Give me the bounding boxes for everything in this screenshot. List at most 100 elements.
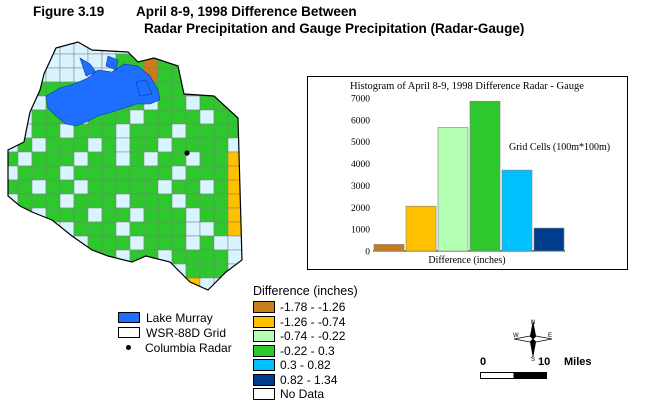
grid-cell <box>45 151 61 167</box>
grid-cell <box>185 235 201 251</box>
grid-cell <box>115 109 131 125</box>
scale-ten: 10 <box>538 356 551 368</box>
grid-cell <box>73 207 89 223</box>
grid-cell <box>31 249 47 265</box>
grid-cell <box>157 263 173 279</box>
grid-cell <box>73 249 89 265</box>
grid-cell <box>199 263 215 279</box>
grid-cell <box>213 179 229 195</box>
grid-cell <box>45 137 61 153</box>
grid-cell <box>227 235 242 251</box>
grid-cell <box>171 221 187 237</box>
grid-cell <box>157 42 173 55</box>
difference-legend-item: -1.78 - -1.26 <box>253 300 358 315</box>
grid-cell <box>129 137 145 153</box>
grid-cell <box>59 207 75 223</box>
grid-cell <box>171 137 187 153</box>
grid-cell <box>31 193 47 209</box>
grid-cell <box>213 123 229 139</box>
grid-cell <box>171 193 187 209</box>
grid-cell <box>59 67 75 83</box>
grid-cell <box>171 151 187 167</box>
grid-cell <box>241 207 242 223</box>
grid-cell <box>31 179 47 195</box>
grid-cell <box>115 221 131 237</box>
grid-cell <box>87 235 103 251</box>
grid-cell <box>59 165 75 181</box>
grid-cell <box>143 137 159 153</box>
grid-cell <box>8 53 19 69</box>
grid-cell <box>129 193 145 209</box>
columbia-radar-marker <box>184 150 190 156</box>
histogram-ytick-label: 4000 <box>351 160 370 170</box>
grid-cell <box>227 53 242 69</box>
grid-cell <box>199 207 215 223</box>
grid-cell <box>185 53 201 69</box>
grid-cell <box>241 165 242 181</box>
grid-cell <box>45 67 61 83</box>
grid-cell <box>73 179 89 195</box>
grid-cell <box>227 221 242 237</box>
grid-cell <box>17 81 33 97</box>
grid-cell <box>157 207 173 223</box>
scale-bar: 0 10 Miles <box>480 356 592 379</box>
histogram-bars <box>373 100 565 252</box>
grid-cell <box>45 235 61 251</box>
grid-cell <box>171 277 187 290</box>
lake-murray <box>45 55 161 127</box>
grid-cell <box>143 207 159 223</box>
grid-cell <box>185 221 201 237</box>
grid-cell <box>17 165 33 181</box>
grid-cell <box>101 123 117 139</box>
grid-cell <box>17 67 33 83</box>
grid-cell <box>101 235 117 251</box>
grid-cell <box>185 207 201 223</box>
grid-cell <box>17 207 33 223</box>
grid-cell <box>31 81 47 97</box>
grid-cell <box>171 109 187 125</box>
grid-cell <box>143 151 159 167</box>
grid-cell <box>101 277 117 290</box>
grid-cell <box>185 137 201 153</box>
histogram-xlabel: Difference (inches) <box>428 255 505 266</box>
grid-cell <box>241 81 242 97</box>
difference-legend-item: -0.74 - -0.22 <box>253 329 358 344</box>
grid-cell <box>241 263 242 279</box>
grid-cell <box>143 179 159 195</box>
grid-cell <box>73 221 89 237</box>
grid-cell <box>213 109 229 125</box>
grid-cell <box>115 207 131 223</box>
grid-cell <box>31 42 47 55</box>
grid-cell <box>31 263 47 279</box>
grid-cell <box>115 235 131 251</box>
grid-cell <box>143 42 159 55</box>
grid-cell <box>143 193 159 209</box>
grid-cell <box>241 221 242 237</box>
compass-needle-south <box>530 339 536 358</box>
grid-cell <box>87 277 103 290</box>
grid-cell <box>157 165 173 181</box>
legend-grid: WSR-88D Grid <box>118 325 232 340</box>
map-legend: Lake Murray WSR-88D Grid Columbia Radar <box>118 310 232 355</box>
histogram-ytick-label: 2000 <box>351 204 370 214</box>
grid-cell <box>143 277 159 290</box>
grid-cell <box>115 137 131 153</box>
radar-label: Columbia Radar <box>145 340 232 355</box>
histogram-ylabel: Grid Cells (100m*100m) <box>509 142 610 153</box>
grid-cell <box>199 67 215 83</box>
grid-cell <box>17 277 33 290</box>
grid-cell <box>31 137 47 153</box>
grid-cell <box>8 249 19 265</box>
grid-cell <box>59 221 75 237</box>
grid-cell <box>185 109 201 125</box>
grid-cell <box>59 235 75 251</box>
grid-swatch <box>118 327 140 338</box>
grid-cell <box>115 249 131 265</box>
grid-cell <box>143 109 159 125</box>
grid-cell <box>31 165 47 181</box>
grid-cell <box>129 165 145 181</box>
grid-cell <box>199 193 215 209</box>
grid-cell <box>8 165 19 181</box>
histogram-bar <box>373 244 405 252</box>
histogram-bar <box>533 227 565 252</box>
